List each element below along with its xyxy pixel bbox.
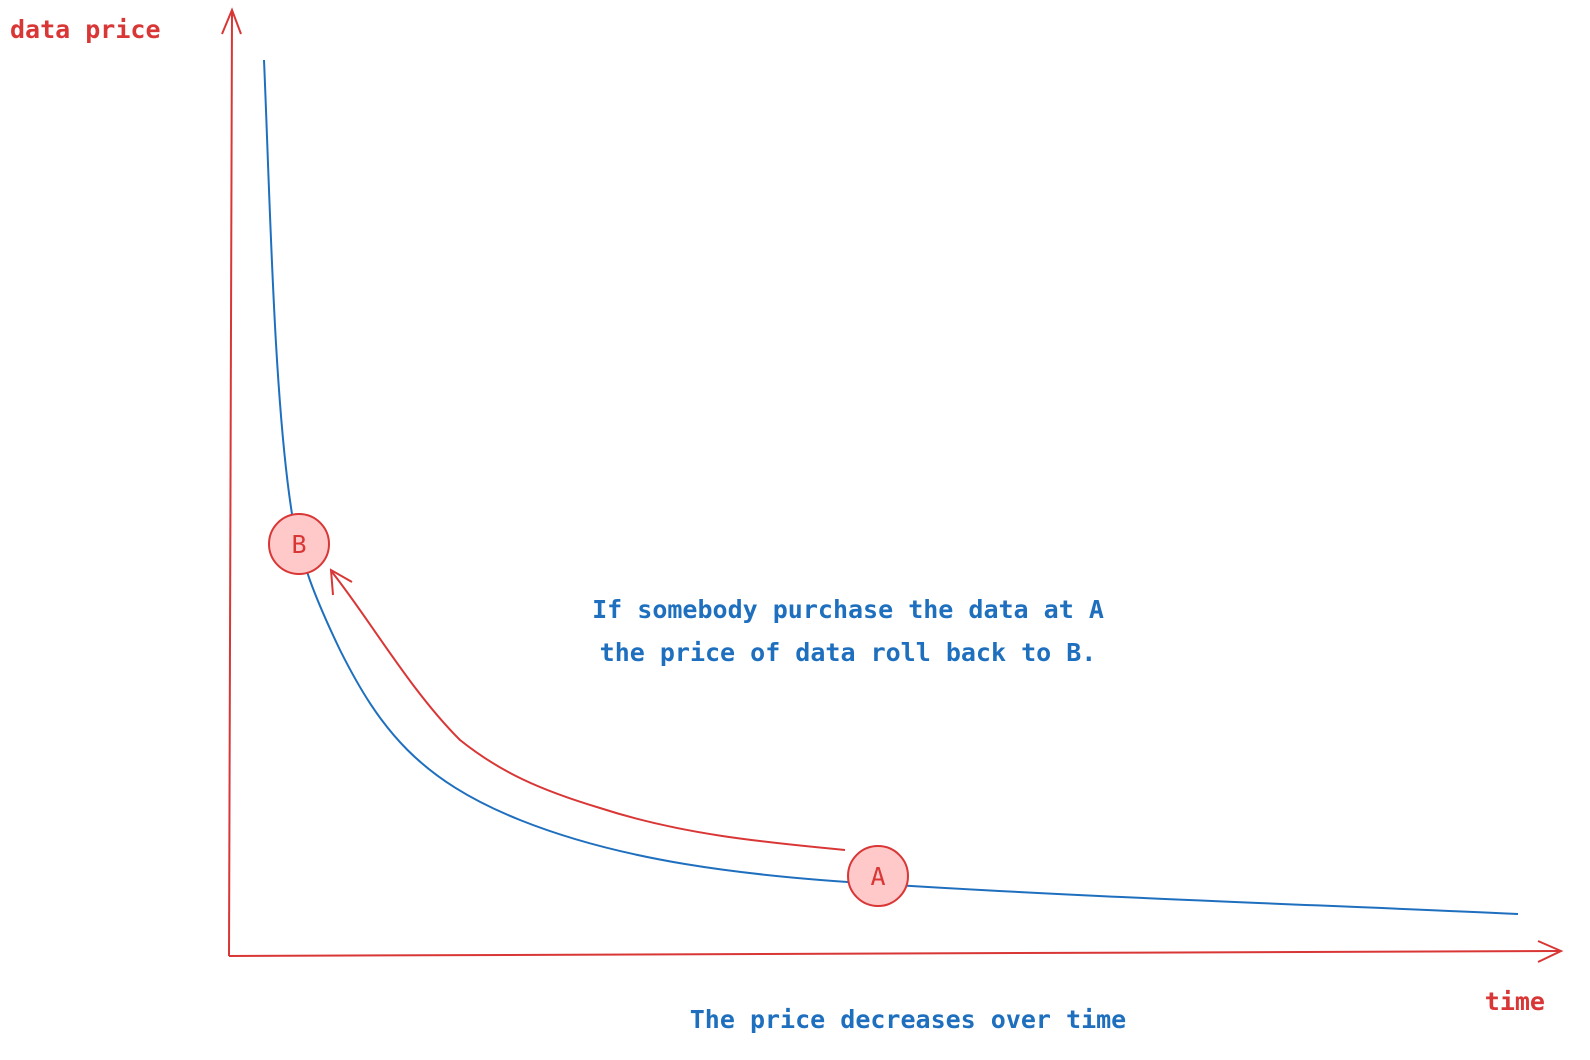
x-axis — [228, 950, 1561, 957]
y-axis-arrowhead — [221, 7, 242, 35]
rollback-arrow — [331, 571, 846, 851]
point-a-label: A — [870, 862, 885, 891]
annotation-line-2: the price of data roll back to B. — [600, 638, 1097, 667]
price-curve — [263, 59, 1519, 915]
x-axis-label: time — [1485, 987, 1545, 1016]
point-b-label: B — [291, 530, 306, 559]
y-axis — [228, 11, 233, 957]
y-axis-label: data price — [10, 15, 161, 44]
caption: The price decreases over time — [690, 1005, 1127, 1034]
point-b-marker — [268, 513, 330, 575]
annotation-line-1: If somebody purchase the data at A — [592, 595, 1104, 624]
x-axis-arrowhead — [1537, 940, 1564, 963]
rollback-arrowhead — [329, 568, 353, 596]
point-a-marker — [847, 845, 909, 907]
